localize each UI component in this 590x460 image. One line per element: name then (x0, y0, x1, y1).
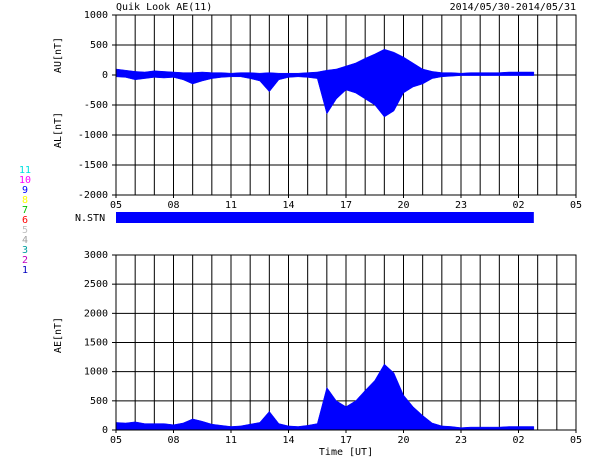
y-tick-label: -1000 (78, 130, 108, 141)
y-tick-label: -500 (84, 100, 108, 111)
x-tick-label: 20 (397, 435, 409, 446)
y-tick-label: -1500 (78, 160, 108, 171)
area (115, 48, 535, 76)
chart-subtitle: 2014/05/30-2014/05/31 (450, 2, 576, 13)
station-number: 4 (22, 235, 28, 246)
x-tick-label: 05 (110, 200, 122, 211)
x-tick-label: 05 (570, 435, 582, 446)
x-tick-label: 20 (397, 200, 409, 211)
y-axis-label: AU[nT] (53, 37, 64, 73)
station-number: 3 (22, 245, 28, 256)
station-number: 1 (22, 265, 28, 276)
y-axis-label: AL[nT] (53, 112, 64, 148)
y-tick-label: 1000 (84, 367, 108, 378)
x-tick-label: 14 (282, 200, 294, 211)
station-number: 9 (22, 185, 28, 196)
y-tick-label: 0 (102, 425, 108, 436)
y-tick-label: 3000 (84, 250, 108, 261)
area (115, 74, 535, 118)
station-number: 8 (22, 195, 28, 206)
station-bar (116, 212, 534, 223)
x-tick-label: 17 (340, 200, 352, 211)
chart-title: Quik Look AE(11) (116, 2, 212, 13)
y-tick-label: 1000 (84, 10, 108, 21)
y-axis-label: AE[nT] (53, 317, 64, 353)
y-tick-label: 500 (90, 40, 108, 51)
y-tick-label: 0 (102, 70, 108, 81)
x-tick-label: 11 (225, 200, 237, 211)
x-tick-label: 08 (167, 435, 179, 446)
x-tick-label: 05 (570, 200, 582, 211)
x-tick-label: 05 (110, 435, 122, 446)
station-number: 5 (22, 225, 28, 236)
x-tick-label: 08 (167, 200, 179, 211)
x-tick-label: 17 (340, 435, 352, 446)
station-number: 2 (22, 255, 28, 266)
x-tick-label: 02 (512, 200, 524, 211)
station-number: 7 (22, 205, 28, 216)
y-tick-label: -2000 (78, 190, 108, 201)
y-tick-label: 1500 (84, 338, 108, 349)
area (115, 363, 535, 431)
y-tick-label: 2500 (84, 279, 108, 290)
x-tick-label: 23 (455, 200, 467, 211)
x-tick-label: 14 (282, 435, 294, 446)
x-tick-label: 11 (225, 435, 237, 446)
station-number: 6 (22, 215, 28, 226)
y-tick-label: 500 (90, 396, 108, 407)
station-number: 10 (19, 175, 31, 186)
stations-label: N.STN (75, 213, 105, 224)
x-axis-label: Time [UT] (319, 447, 373, 458)
x-tick-label: 23 (455, 435, 467, 446)
x-tick-label: 02 (512, 435, 524, 446)
station-number: 11 (19, 165, 31, 176)
y-tick-label: 2000 (84, 308, 108, 319)
